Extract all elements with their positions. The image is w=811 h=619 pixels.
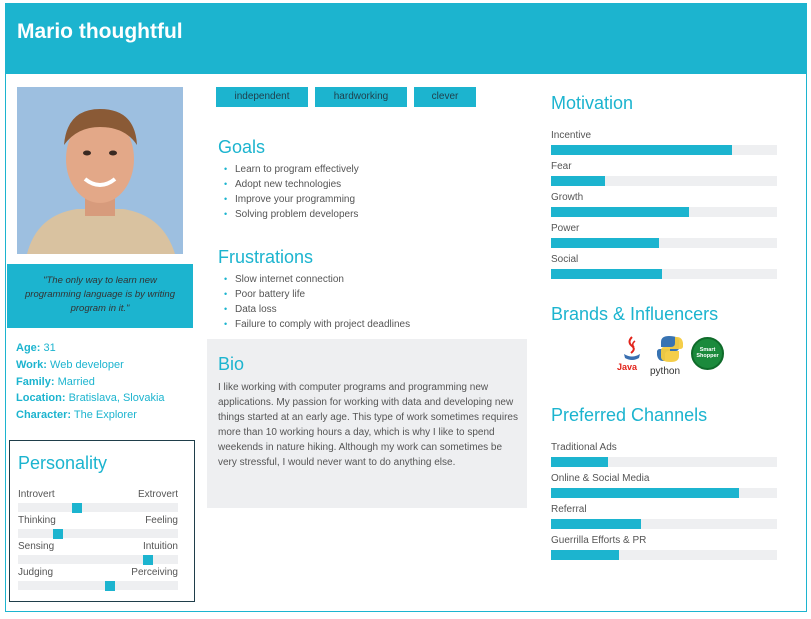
bio-panel: Bio I like working with computer program… bbox=[207, 339, 527, 508]
header-bar: Mario thoughtful bbox=[6, 4, 806, 74]
profile-photo bbox=[17, 87, 183, 254]
list-item: Failure to comply with project deadlines bbox=[224, 317, 410, 332]
personality-title: Personality bbox=[18, 453, 108, 473]
portrait-image bbox=[17, 87, 183, 254]
java-logo-text: Java bbox=[617, 362, 638, 372]
list-item: Data loss bbox=[224, 302, 410, 317]
brands-title: Brands & Influencers bbox=[551, 304, 719, 324]
list-item: Learn to program effectively bbox=[224, 162, 359, 177]
python-logo-icon bbox=[657, 336, 683, 362]
trait-slider-knob bbox=[53, 529, 63, 539]
personality-trait: Judging Perceiving bbox=[18, 567, 178, 593]
list-item: Improve your programming bbox=[224, 192, 359, 207]
fact-age: Age: 31 bbox=[16, 342, 56, 354]
frustrations-title: Frustrations bbox=[218, 247, 314, 267]
trait-slider-knob bbox=[72, 503, 82, 513]
goals-title: Goals bbox=[218, 137, 266, 157]
personality-panel: Personality Introvert Extrovert Thinking… bbox=[9, 440, 195, 602]
trait-slider-knob bbox=[143, 555, 153, 565]
list-item: Slow internet connection bbox=[224, 272, 410, 287]
list-item: Poor battery life bbox=[224, 287, 410, 302]
motivation-title: Motivation bbox=[551, 93, 634, 113]
personality-trait: Thinking Feeling bbox=[18, 515, 178, 541]
python-logo-text: python bbox=[650, 366, 681, 377]
tag-hardworking: hardworking bbox=[315, 87, 407, 107]
java-logo-icon bbox=[624, 336, 640, 360]
personality-trait: Sensing Intuition bbox=[18, 541, 178, 567]
list-item: Solving problem developers bbox=[224, 207, 359, 222]
bio-text: I like working with computer programs an… bbox=[218, 382, 518, 468]
smart-shopper-logo-text: Smart Shopper bbox=[696, 347, 719, 359]
channels-title: Preferred Channels bbox=[551, 405, 708, 425]
tag-independent: independent bbox=[216, 87, 308, 107]
bio-title: Bio bbox=[218, 354, 245, 374]
personality-trait: Introvert Extrovert bbox=[18, 489, 178, 515]
goals-list: Learn to program effectively Adopt new t… bbox=[224, 162, 359, 222]
brand-logos: Java python Smart Shopper bbox=[611, 335, 726, 380]
trait-slider-knob bbox=[105, 581, 115, 591]
smart-shopper-logo-icon bbox=[691, 337, 724, 370]
fact-location: Location: Bratislava, Slovakia bbox=[16, 392, 165, 405]
persona-name: Mario thoughtful bbox=[17, 20, 183, 43]
tag-clever: clever bbox=[414, 87, 476, 107]
frustrations-list: Slow internet connection Poor battery li… bbox=[224, 272, 410, 332]
fact-work: Work: Web developer bbox=[16, 358, 124, 371]
fact-family: Family: Married bbox=[16, 375, 95, 388]
fact-character: Character: The Explorer bbox=[16, 409, 137, 422]
persona-facts: Age: 31 Work: Web developer Family: Marr… bbox=[16, 340, 165, 424]
list-item: Adopt new technologies bbox=[224, 177, 359, 192]
persona-quote: "The only way to learn new programming l… bbox=[7, 264, 193, 328]
